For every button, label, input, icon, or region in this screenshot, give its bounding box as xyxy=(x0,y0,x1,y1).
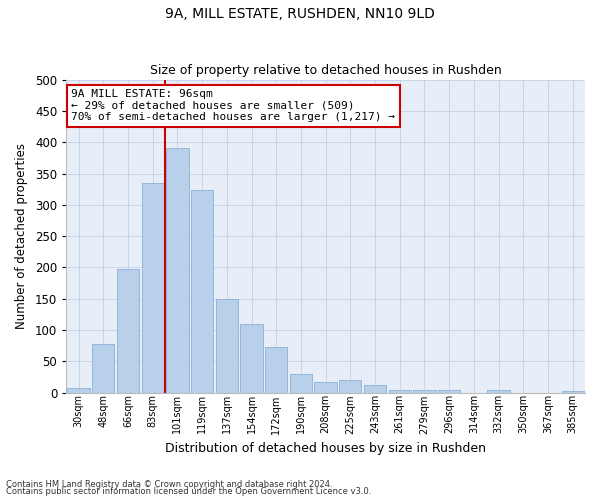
Bar xyxy=(265,347,287,393)
Bar xyxy=(413,390,436,393)
Title: Size of property relative to detached houses in Rushden: Size of property relative to detached ho… xyxy=(150,64,502,77)
Bar xyxy=(562,391,584,393)
Bar xyxy=(191,190,213,393)
X-axis label: Distribution of detached houses by size in Rushden: Distribution of detached houses by size … xyxy=(165,442,486,455)
Text: Contains public sector information licensed under the Open Government Licence v3: Contains public sector information licen… xyxy=(6,487,371,496)
Bar xyxy=(142,183,164,393)
Bar xyxy=(389,390,411,393)
Bar xyxy=(339,380,361,393)
Bar xyxy=(487,390,509,393)
Y-axis label: Number of detached properties: Number of detached properties xyxy=(15,143,28,329)
Bar xyxy=(241,324,263,393)
Bar xyxy=(92,344,115,393)
Text: 9A, MILL ESTATE, RUSHDEN, NN10 9LD: 9A, MILL ESTATE, RUSHDEN, NN10 9LD xyxy=(165,8,435,22)
Bar xyxy=(117,270,139,393)
Bar xyxy=(364,384,386,393)
Bar xyxy=(314,382,337,393)
Bar xyxy=(67,388,89,393)
Bar xyxy=(438,390,460,393)
Bar xyxy=(215,299,238,393)
Bar xyxy=(290,374,312,393)
Bar xyxy=(166,148,188,393)
Text: Contains HM Land Registry data © Crown copyright and database right 2024.: Contains HM Land Registry data © Crown c… xyxy=(6,480,332,489)
Text: 9A MILL ESTATE: 96sqm
← 29% of detached houses are smaller (509)
70% of semi-det: 9A MILL ESTATE: 96sqm ← 29% of detached … xyxy=(71,89,395,122)
